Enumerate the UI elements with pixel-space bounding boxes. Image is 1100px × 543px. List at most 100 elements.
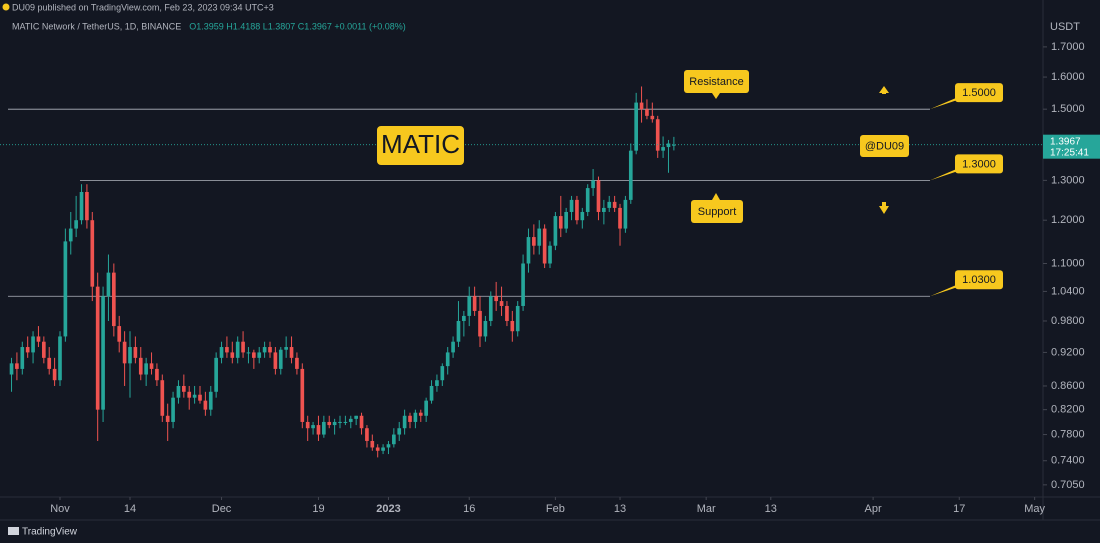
candle-body [580, 211, 585, 221]
candle-body [338, 421, 342, 423]
candle-body [628, 150, 633, 200]
resistance-callout [684, 70, 749, 93]
candle-body [499, 301, 504, 306]
candle-body [569, 199, 574, 212]
candle-body [171, 397, 175, 422]
candle-body [15, 363, 19, 369]
candle-body [666, 143, 671, 148]
candle-body [575, 199, 579, 221]
x-tick-label: Apr [865, 503, 882, 515]
support-callout [691, 200, 743, 223]
candle-body [548, 245, 552, 264]
arrow-up [879, 86, 889, 94]
callout-pointer [712, 193, 720, 200]
candle-body [343, 421, 348, 423]
candle-body [192, 394, 197, 398]
candle-body [36, 336, 41, 342]
candle-body [278, 349, 283, 369]
candle-body [133, 347, 138, 358]
candle-body [138, 357, 143, 375]
brand: TradingView [22, 527, 78, 538]
candle-body [661, 147, 665, 151]
candle-body [397, 428, 402, 435]
y-tick-label: 0.8200 [1051, 404, 1085, 416]
candle-body [289, 347, 294, 358]
candle-body [295, 357, 299, 369]
candle-body [122, 341, 127, 364]
level-label: 1.5000 [962, 87, 996, 99]
symbol-label: MATIC [381, 129, 460, 159]
x-tick-label: 14 [124, 503, 136, 515]
candle-body [112, 272, 116, 327]
candle-body [165, 415, 170, 422]
candle-body [381, 447, 385, 451]
candle-body [252, 352, 256, 358]
candle-body [645, 109, 649, 116]
x-tick-label: May [1024, 503, 1045, 515]
candle-body [386, 444, 391, 448]
candle-body [532, 237, 536, 246]
candle-body [241, 341, 245, 353]
candle-body [639, 102, 644, 110]
candle-body [262, 347, 267, 353]
x-tick-label: 13 [614, 503, 626, 515]
candle-body [505, 305, 509, 321]
candle-body [187, 391, 192, 398]
y-tick-label: 0.7050 [1051, 479, 1085, 491]
candle-body [602, 207, 606, 212]
candle-body [300, 368, 305, 422]
x-tick-label: Dec [212, 503, 232, 515]
candle-body [467, 296, 472, 316]
candle-body [25, 347, 30, 353]
candle-body [483, 320, 488, 337]
candle-body [9, 363, 14, 375]
candle-body [257, 352, 262, 358]
candle-body [359, 415, 364, 429]
candle-body [375, 447, 380, 451]
candle-body [74, 220, 78, 229]
resistance-label: Resistance [689, 76, 743, 88]
candle-body [510, 320, 515, 332]
candle-body [435, 380, 439, 386]
y-tick-label: 1.3000 [1051, 174, 1085, 186]
y-tick-label: 0.7400 [1051, 455, 1085, 467]
candle-body [219, 347, 224, 358]
candle-body [20, 347, 25, 369]
candle-body [305, 421, 310, 429]
last-price: 1.3967 [1050, 136, 1081, 147]
support-label: Support [698, 206, 737, 218]
candle-body [451, 341, 455, 353]
candle-body [462, 315, 466, 321]
candle-body [591, 180, 595, 189]
candle-body [316, 425, 321, 435]
candle-body [208, 391, 213, 410]
candle-body [155, 368, 159, 381]
candle-body [198, 394, 202, 401]
symbol-badge [377, 126, 464, 165]
candle-body [79, 191, 84, 221]
candle-body [332, 421, 337, 426]
candle-body [408, 415, 412, 422]
candle-body [203, 400, 208, 410]
candle-body [607, 201, 612, 208]
watermark-badge [860, 135, 909, 157]
x-tick-label: 13 [765, 503, 777, 515]
candle-body [128, 347, 132, 364]
avatar [2, 3, 10, 11]
candle-body [612, 201, 617, 208]
y-tick-label: 1.0400 [1051, 285, 1085, 297]
candle-body [429, 385, 434, 401]
candle-body [515, 305, 520, 332]
candle-body [225, 347, 229, 353]
candle-body [230, 352, 235, 358]
candle-body [618, 207, 622, 229]
y-tick-label: 1.6000 [1051, 71, 1085, 83]
symbol-title: MATIC Network / TetherUS, 1D, BINANCE [12, 21, 181, 31]
candle-body [63, 241, 68, 337]
candle-body [392, 434, 396, 445]
candle-body [440, 366, 445, 381]
candle-body [246, 352, 251, 354]
candle-body [558, 216, 563, 229]
candle-body [149, 363, 154, 369]
